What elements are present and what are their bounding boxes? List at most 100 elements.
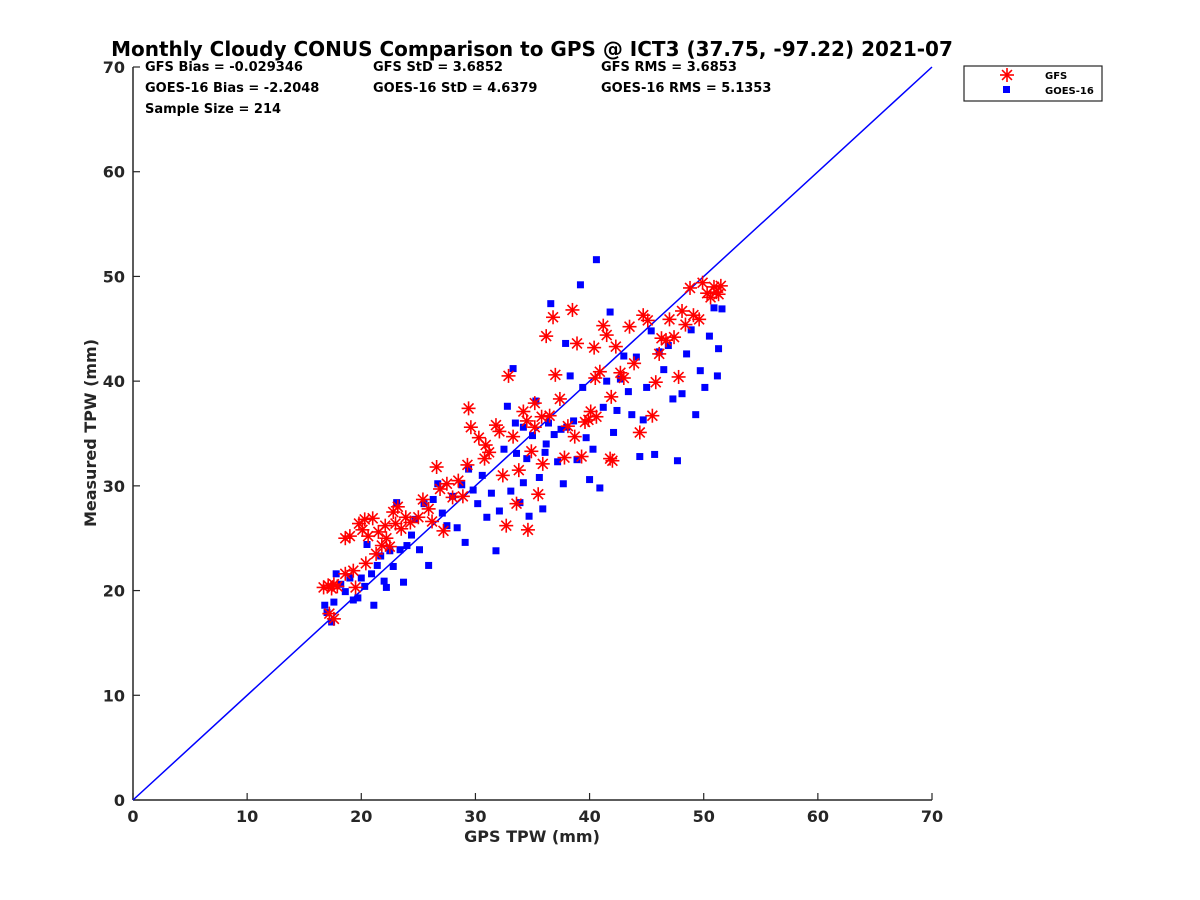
goes16-point: [559, 480, 567, 488]
goes16-point: [495, 507, 503, 515]
gfs-point: [616, 371, 631, 386]
gfs-point: [599, 328, 614, 343]
gfs-point: [531, 487, 546, 502]
gfs-point: [671, 369, 686, 384]
gfs-point: [588, 371, 603, 386]
goes16-point: [573, 456, 581, 464]
gfs-point: [436, 523, 451, 538]
gfs-point: [411, 510, 426, 525]
gfs-point: [546, 310, 561, 325]
gfs-point: [326, 611, 341, 626]
goes16-point: [509, 365, 517, 373]
goes16-point: [541, 448, 549, 456]
x-tick-label: 40: [578, 807, 600, 826]
legend-gfs-label: GFS: [1045, 71, 1067, 82]
goes16-point: [434, 480, 442, 488]
y-tick-label: 60: [103, 163, 125, 182]
goes16-point: [429, 495, 437, 503]
goes16-point: [483, 513, 491, 521]
gfs-point: [675, 303, 690, 318]
goes16-point: [539, 505, 547, 513]
goes16-point: [562, 339, 570, 347]
chart-title: Monthly Cloudy CONUS Comparison to GPS @…: [111, 37, 953, 61]
goes16-point: [620, 352, 628, 360]
gfs-point: [433, 481, 448, 496]
gfs-std-stat: GFS StD = 3.6852: [373, 60, 503, 75]
goes16-point: [705, 332, 713, 340]
goes16-point: [701, 383, 709, 391]
x-tick-label: 70: [921, 807, 943, 826]
gfs-point: [445, 490, 460, 505]
legend-box: [963, 65, 1103, 102]
x-tick-label: 10: [236, 807, 258, 826]
goes16-point: [474, 500, 482, 508]
goes16-point: [576, 281, 584, 289]
goes16-point: [523, 455, 531, 463]
goes16-point: [557, 425, 565, 433]
goes16-point: [586, 476, 594, 484]
goes16-point: [415, 546, 423, 554]
gfs-point: [342, 529, 357, 544]
goes16-point: [341, 588, 349, 596]
goes16-std-stat: GOES-16 StD = 4.6379: [373, 81, 537, 96]
goes16-point: [603, 377, 611, 385]
goes16-point: [624, 388, 632, 396]
gfs-point: [557, 450, 572, 465]
gfs-rms-stat: GFS RMS = 3.6853: [601, 60, 737, 75]
goes16-point: [380, 577, 388, 585]
goes16-point: [403, 542, 411, 550]
gfs-point: [415, 492, 430, 507]
gfs-point: [501, 368, 516, 383]
gfs-point: [713, 278, 728, 293]
x-tick-label: 50: [693, 807, 715, 826]
goes16-point: [570, 417, 578, 425]
goes16-point: [683, 350, 691, 358]
y-tick-label: 0: [114, 791, 125, 810]
goes16-point: [628, 411, 636, 419]
goes16-point: [710, 304, 718, 312]
gfs-point: [627, 356, 642, 371]
gfs-point: [667, 330, 682, 345]
y-tick-label: 50: [103, 267, 125, 286]
gfs-point: [378, 518, 393, 533]
goes16-point: [613, 406, 621, 414]
goes16-point: [687, 326, 695, 334]
gfs-point: [527, 420, 542, 435]
goes16-point: [507, 487, 515, 495]
sample-size-stat: Sample Size = 214: [145, 102, 281, 117]
gfs-point: [605, 453, 620, 468]
goes16-point: [330, 598, 338, 606]
goes16-point: [550, 431, 558, 439]
goes16-point: [453, 524, 461, 532]
goes16-point: [718, 305, 726, 313]
gfs-point: [346, 563, 361, 578]
goes16-point: [357, 574, 365, 582]
gfs-point: [567, 429, 582, 444]
goes16-point: [599, 403, 607, 411]
gfs-point: [565, 302, 580, 317]
goes16-point: [636, 453, 644, 461]
goes16-point: [321, 601, 329, 609]
goes16-point: [349, 596, 357, 604]
gfs-point: [421, 501, 436, 516]
gfs-point: [692, 312, 707, 327]
gfs-point: [520, 522, 535, 537]
goes16-point: [425, 561, 433, 569]
y-tick-label: 30: [103, 477, 125, 496]
goes16-point: [554, 458, 562, 466]
legend-gfs-asterisk: [1000, 68, 1014, 82]
x-tick-label: 60: [807, 807, 829, 826]
gfs-point: [548, 367, 563, 382]
gfs-point: [460, 457, 475, 472]
goes16-point: [544, 419, 552, 427]
goes16-point: [516, 499, 524, 507]
goes16-point: [579, 383, 587, 391]
gfs-point: [390, 499, 405, 514]
gfs-point: [374, 538, 389, 553]
gfs-point: [608, 339, 623, 354]
goes16-point: [529, 432, 536, 440]
legend-gfs-marker: [1000, 68, 1014, 82]
goes16-rms-stat: GOES-16 RMS = 5.1353: [601, 81, 771, 96]
goes16-point: [354, 594, 362, 602]
